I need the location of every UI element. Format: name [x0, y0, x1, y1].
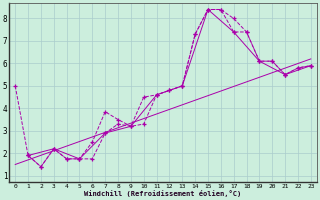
X-axis label: Windchill (Refroidissement éolien,°C): Windchill (Refroidissement éolien,°C) — [84, 190, 242, 197]
